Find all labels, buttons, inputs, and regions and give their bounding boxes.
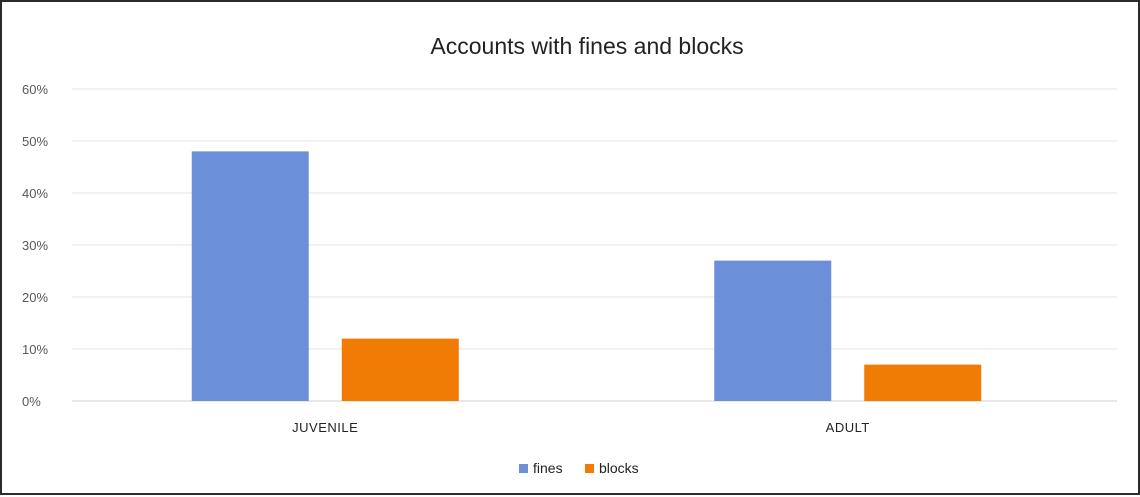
x-category-label: JUVENILE — [292, 420, 358, 435]
y-tick-label: 60% — [22, 82, 48, 97]
legend-label-fines: fines — [533, 460, 563, 476]
y-axis-ticks: 0% 10% 20% 30% 40% 50% 60% — [22, 82, 48, 409]
y-tick-label: 0% — [22, 394, 41, 409]
x-axis-categories: JUVENILE ADULT — [292, 420, 870, 435]
y-tick-label: 10% — [22, 342, 48, 357]
legend-swatch-blocks — [585, 464, 594, 473]
legend-swatch-fines — [519, 464, 528, 473]
bar-fines-juvenile — [191, 151, 309, 401]
legend-label-blocks: blocks — [599, 460, 639, 476]
legend: fines blocks — [519, 460, 639, 476]
chart-title: Accounts with fines and blocks — [430, 33, 743, 59]
y-tick-label: 30% — [22, 238, 48, 253]
bar-fines-adult — [714, 260, 832, 401]
y-tick-label: 40% — [22, 186, 48, 201]
y-tick-label: 20% — [22, 290, 48, 305]
bar-blocks-adult — [864, 364, 982, 401]
x-category-label: ADULT — [826, 420, 870, 435]
bars — [191, 151, 982, 401]
y-tick-label: 50% — [22, 134, 48, 149]
bar-blocks-juvenile — [341, 338, 459, 401]
